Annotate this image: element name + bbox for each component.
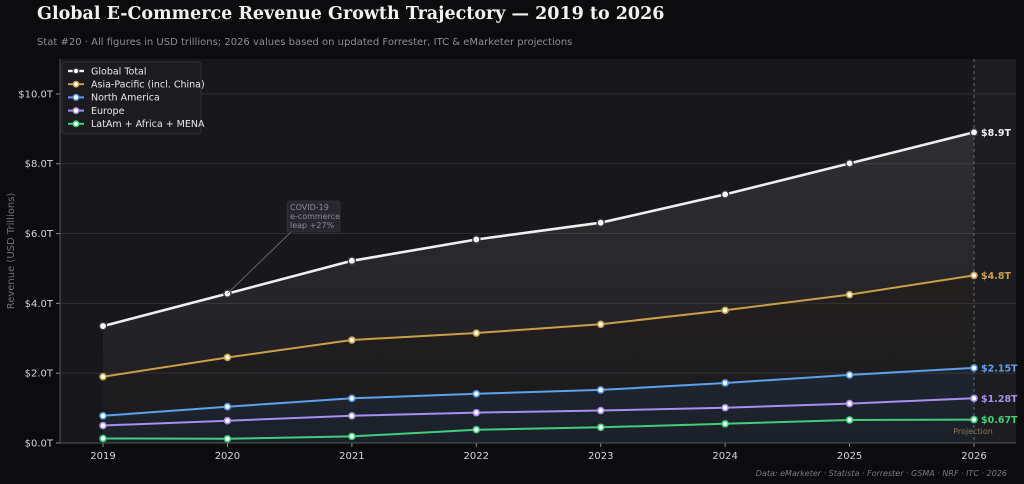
data-point-global-total [471,235,481,244]
area-global-total [103,132,974,377]
legend-marker-north-america [72,93,80,101]
data-point-europe [99,421,107,430]
data-point-europe [596,406,605,415]
data-point-europe [970,394,978,403]
data-point-north-america [596,386,605,394]
data-point-latam-africa-mena [223,435,232,443]
projection-label: Projection [953,427,993,436]
x-tick-label: 2025 [837,451,862,462]
data-point-latam-africa-mena [348,432,356,441]
annotation-box [286,200,341,233]
data-point-europe [348,411,356,420]
data-point-latam-africa-mena [970,415,978,424]
axes: $0.0T $2.0T $4.0T $6.0T $8.0T $10.0T 2019 2020 2… [18,59,1016,462]
projection-shade [974,59,1016,443]
series-lines [98,128,979,443]
chart-title: Global E-Commerce Revenue Growth Traject… [37,4,665,24]
legend: Global Total Asia-Pacific (incl. China) No… [61,61,205,135]
data-point-latam-africa-mena [845,416,854,424]
end-label-asia-pacific-incl-china: $4.8T [981,271,1011,282]
end-label-europe: $1.28T [981,394,1018,405]
annotation-leader [227,231,292,294]
series-line-latam-africa-mena [102,418,975,440]
legend-entry-latam-africa-mena: LatAm + Africa + MENA [91,119,205,130]
legend-entry-europe: Europe [91,106,125,117]
data-point-asia-pacific-incl-china [721,306,729,315]
data-point-global-total [720,190,730,199]
data-point-latam-africa-mena [721,419,729,428]
data-point-europe [223,416,232,425]
area-north-america [103,367,974,443]
series-line-asia-pacific-incl-china [102,274,975,378]
y-tick-label: $4.0T [25,299,54,310]
x-tick-label: 2026 [961,451,986,462]
legend-marker-global-total [72,67,80,75]
data-point-latam-africa-mena [99,434,107,443]
series-line-global-total [102,131,975,328]
data-point-global-total [596,218,606,228]
data-point-europe [721,403,729,412]
x-tick-label: 2021 [339,451,364,462]
legend-entry-north-america: North America [91,93,160,104]
data-point-asia-pacific-incl-china [223,353,232,362]
series-line-north-america [102,366,975,417]
legend-entry-global-total: Global Total [91,66,147,77]
legend-entry-asia-pacific-incl-china: Asia-Pacific (incl. China) [91,80,205,91]
legend-marker-europe [72,107,80,115]
y-tick-label: $10.0T [18,89,54,100]
annotation-text: e-commerce [290,212,340,221]
x-tick-label: 2023 [588,451,613,462]
x-tick-label: 2019 [90,451,115,462]
series-line-europe [102,397,975,427]
data-point-global-total [347,256,357,266]
end-label-latam-africa-mena: $0.67T [981,415,1018,426]
data-point-asia-pacific-incl-china [348,336,356,344]
projection-marker: Projection [953,59,1016,443]
end-labels: $0.67T $1.28T $2.15T $4.8T $8.9T [981,128,1018,426]
y-tick-label: $6.0T [25,229,54,240]
legend-box [61,61,202,135]
data-point-asia-pacific-incl-china [970,271,978,280]
data-point-north-america [472,389,481,398]
legend-marker-asia-pacific-incl-china [72,80,80,88]
end-label-global-total: $8.9T [981,128,1011,139]
data-point-asia-pacific-incl-china [845,290,854,299]
y-tick-label: $2.0T [25,369,54,380]
data-point-global-total [969,128,979,137]
chart-subtitle: Stat #20 · All figures in USD trillions;… [37,37,573,48]
x-tick-label: 2022 [464,451,489,462]
y-axis-label: Revenue (USD Trillions) [6,193,17,310]
data-point-asia-pacific-incl-china [99,372,107,381]
data-point-north-america [845,371,854,379]
data-point-latam-africa-mena [596,423,605,432]
data-point-north-america [348,394,356,403]
y-tick-label: $0.0T [25,439,54,450]
end-label-north-america: $2.15T [981,363,1018,374]
data-point-north-america [970,364,978,372]
source-note: Data: eMarketer · Statista · Forrester ·… [756,469,1007,478]
data-point-europe [845,399,854,408]
data-point-global-total [98,321,108,331]
data-point-global-total [845,159,854,168]
x-tick-label: 2020 [215,451,240,462]
data-point-north-america [721,379,729,387]
data-point-north-america [99,411,107,420]
data-point-north-america [223,402,232,411]
annotation-text: COVID-19 [290,203,329,212]
data-point-asia-pacific-incl-china [596,320,605,329]
annotation-text: leap +27% [290,221,335,230]
data-point-europe [472,408,481,417]
data-point-asia-pacific-incl-china [472,329,481,337]
y-tick-label: $8.0T [25,159,54,170]
legend-marker-latam-africa-mena [72,120,80,128]
data-point-latam-africa-mena [472,425,481,434]
x-tick-label: 2024 [712,451,737,462]
